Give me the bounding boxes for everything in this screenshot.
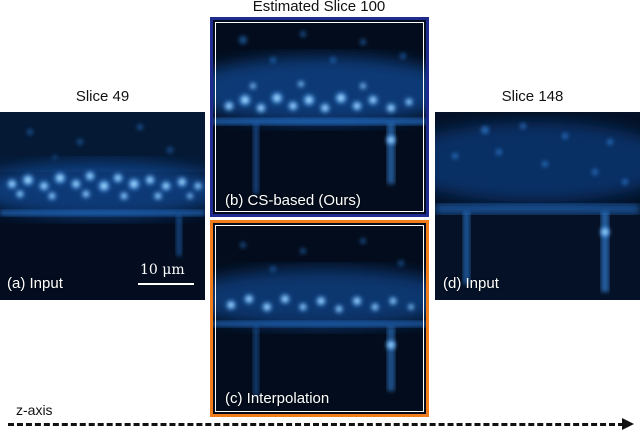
slice-49-title: Slice 49 xyxy=(75,88,130,105)
panel-a-caption: (a) Input xyxy=(7,275,63,292)
scale-bar xyxy=(138,283,194,285)
scale-bar-label: 10 μm xyxy=(140,262,185,278)
panel-c-caption: (c) Interpolation xyxy=(225,390,330,407)
z-axis-arrow-icon xyxy=(622,418,634,430)
z-axis-line xyxy=(8,423,624,426)
panel-d-input-image: (d) Input xyxy=(435,112,640,300)
estimated-slice-title: Estimated Slice 100 xyxy=(252,0,386,15)
panel-c-interpolation: (c) Interpolation xyxy=(210,220,429,417)
panel-b-caption: (b) CS-based (Ours) xyxy=(225,192,361,209)
panel-b-cs-based: (b) CS-based (Ours) xyxy=(210,17,429,217)
panel-d-caption: (d) Input xyxy=(443,275,499,292)
slice-148-title: Slice 148 xyxy=(501,88,564,105)
z-axis-label: z-axis xyxy=(16,402,53,418)
panel-a-input-image: (a) Input 10 μm xyxy=(0,112,205,300)
